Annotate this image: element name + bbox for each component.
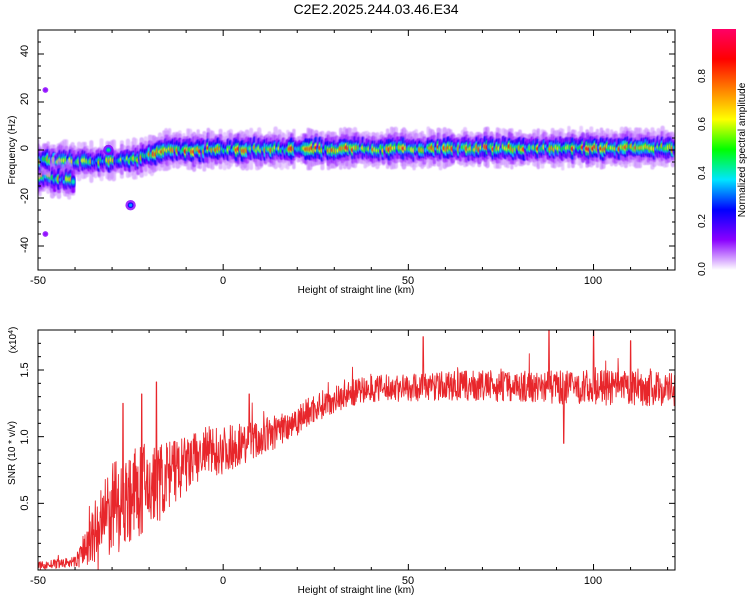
spectrogram-ticks bbox=[37, 29, 675, 271]
colorbar-label: Normalized spectral amplitude bbox=[737, 82, 748, 217]
x-tick-label: -50 bbox=[30, 275, 46, 287]
snr-exponent-label: (x104) bbox=[8, 327, 20, 354]
spectrogram-ylabel: Frequency (Hz) bbox=[7, 116, 18, 185]
x-tick-label: 50 bbox=[402, 575, 414, 587]
snr-exponent-power: 4 bbox=[8, 330, 15, 334]
y-tick-label: 1.0 bbox=[19, 429, 31, 444]
x-tick-label: 100 bbox=[584, 275, 602, 287]
spectrogram-blob bbox=[106, 148, 110, 152]
x-tick-label: 100 bbox=[584, 575, 602, 587]
spectrogram-blob bbox=[43, 88, 48, 92]
snr-plot-area bbox=[38, 330, 675, 570]
snr-series-line bbox=[38, 330, 675, 570]
snr-ylabel: SNR (10 * v/v) bbox=[7, 421, 18, 485]
x-tick-label: -50 bbox=[30, 575, 46, 587]
snr-xlabel: Height of straight line (km) bbox=[298, 585, 415, 596]
spectrogram-blob bbox=[129, 203, 133, 207]
spectrogram-cells bbox=[38, 87, 675, 237]
y-tick-label: -40 bbox=[19, 237, 31, 253]
y-tick-label: 0.5 bbox=[19, 495, 31, 510]
snr-panel: -50 0 50 100 1.5 1.0 0.5 (x104) Height o… bbox=[7, 327, 676, 596]
y-tick-label: 0 bbox=[19, 145, 31, 151]
y-tick-label: 40 bbox=[19, 45, 31, 57]
x-tick-label: 0 bbox=[220, 575, 226, 587]
colorbar-tick-label: 0.0 bbox=[697, 262, 708, 276]
colorbar-tick-label: 0.8 bbox=[697, 69, 708, 83]
spectrogram-xlabel: Height of straight line (km) bbox=[298, 285, 415, 296]
y-tick-label: 20 bbox=[19, 93, 31, 105]
colorbar-tick-label: 0.6 bbox=[697, 117, 708, 131]
snr-exponent-base: (x10 bbox=[8, 333, 19, 353]
spectrogram-blob bbox=[43, 232, 48, 236]
colorbar-tick-label: 0.2 bbox=[697, 214, 708, 228]
snr-ticks bbox=[37, 330, 675, 570]
colorbar-tick-label: 0.4 bbox=[697, 166, 708, 180]
spectrogram-cell bbox=[672, 145, 675, 150]
spectrogram-cell bbox=[71, 179, 75, 184]
figure-title: C2E2.2025.244.03.46.E34 bbox=[293, 1, 458, 17]
snr-exponent-close: ) bbox=[8, 327, 19, 330]
x-tick-label: 50 bbox=[402, 275, 414, 287]
y-tick-label: -20 bbox=[19, 188, 31, 204]
y-tick-label: 1.5 bbox=[19, 362, 31, 377]
colorbar: 0.0 0.2 0.4 0.6 0.8 Normalized spectral … bbox=[697, 29, 748, 276]
colorbar-gradient bbox=[712, 29, 736, 270]
x-tick-label: 0 bbox=[220, 275, 226, 287]
spectrogram-panel: -50 0 50 100 40 20 0 -20 -40 Height of s… bbox=[7, 29, 676, 296]
